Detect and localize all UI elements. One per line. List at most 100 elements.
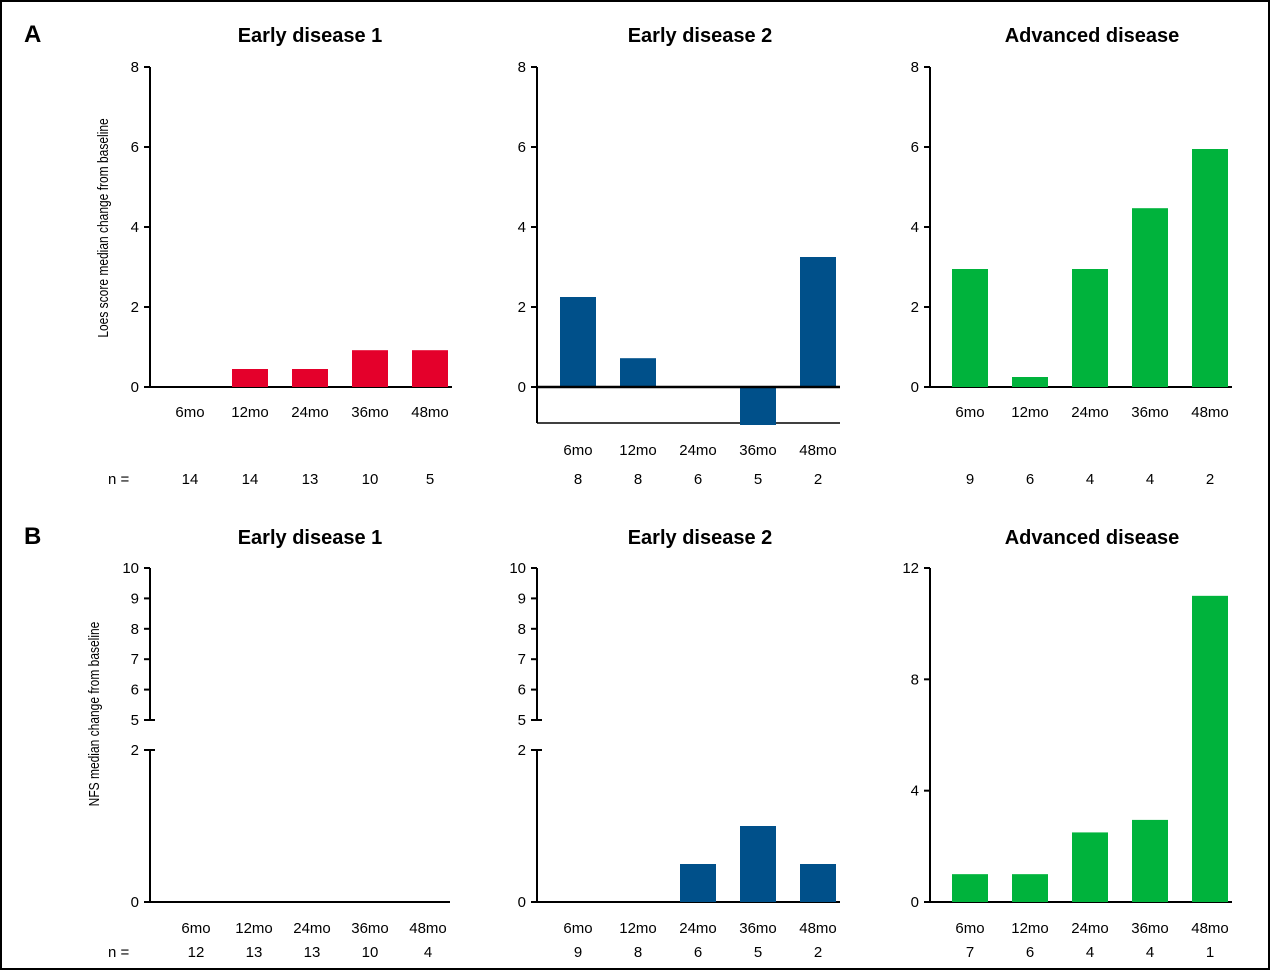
chart-1-bar-36mo bbox=[352, 350, 388, 387]
chart-3-x-tick-label: 6mo bbox=[955, 404, 984, 421]
chart-4-y-tick-label: 6 bbox=[131, 682, 139, 699]
chart-1-x-tick-label: 48mo bbox=[411, 404, 449, 421]
chart-2-n-value: 2 bbox=[814, 471, 822, 488]
n-prefix-b: n = bbox=[108, 944, 130, 961]
chart-2-n-value: 8 bbox=[634, 471, 642, 488]
chart-4-n-value: 4 bbox=[424, 944, 432, 961]
chart-6-bar-6mo bbox=[952, 874, 988, 902]
chart-2-y-tick-label: 2 bbox=[518, 299, 526, 316]
chart-2-y-tick-label: 8 bbox=[518, 59, 526, 76]
chart-2-y-tick-label: 0 bbox=[518, 379, 526, 396]
chart-5-n-value: 2 bbox=[814, 944, 822, 961]
chart-5-n-value: 8 bbox=[634, 944, 642, 961]
chart-6-n-value: 4 bbox=[1086, 944, 1094, 961]
chart-2-n-value: 6 bbox=[694, 471, 702, 488]
chart-5-bar-36mo bbox=[740, 826, 776, 902]
chart-6-n-value: 4 bbox=[1146, 944, 1154, 961]
chart-4-y-tick-label: 8 bbox=[131, 621, 139, 638]
chart-1-bar-48mo bbox=[412, 350, 448, 387]
chart-5-y-tick-label: 7 bbox=[518, 651, 526, 668]
chart-1-n-value: 5 bbox=[426, 471, 434, 488]
chart-5-y-tick-label: 0 bbox=[518, 894, 526, 911]
chart-3-n-value: 6 bbox=[1026, 471, 1034, 488]
chart-1-y-tick-label: 2 bbox=[131, 299, 139, 316]
chart-3-bar-24mo bbox=[1072, 269, 1108, 387]
chart-6-x-tick-label: 6mo bbox=[955, 920, 984, 937]
chart-2-y-tick-label: 4 bbox=[518, 219, 526, 236]
chart-1-x-tick-label: 12mo bbox=[231, 404, 269, 421]
chart-1-y-tick-label: 4 bbox=[131, 219, 139, 236]
chart-4-n-value: 12 bbox=[188, 944, 205, 961]
n-prefix-a: n = bbox=[108, 471, 130, 488]
chart-6-x-tick-label: 24mo bbox=[1071, 920, 1109, 937]
chart-5-y-tick-label: 8 bbox=[518, 621, 526, 638]
chart-3-y-tick-label: 0 bbox=[911, 379, 919, 396]
chart-4-y-tick-label: 0 bbox=[131, 894, 139, 911]
chart-4-x-tick-label: 36mo bbox=[351, 920, 389, 937]
chart-1-n-value: 14 bbox=[242, 471, 259, 488]
chart-1-x-tick-label: 6mo bbox=[175, 404, 204, 421]
chart-4-x-tick-label: 24mo bbox=[293, 920, 331, 937]
chart-1-y-tick-label: 0 bbox=[131, 379, 139, 396]
chart-1-bar-12mo bbox=[232, 369, 268, 387]
chart-4-title: Early disease 1 bbox=[238, 527, 383, 549]
chart-2-x-tick-label: 6mo bbox=[563, 442, 592, 459]
chart-4-n-value: 13 bbox=[246, 944, 263, 961]
chart-3-n-value: 9 bbox=[966, 471, 974, 488]
chart-5-n-value: 5 bbox=[754, 944, 762, 961]
chart-2-bar-48mo bbox=[800, 257, 836, 387]
chart-1-y-tick-label: 8 bbox=[131, 59, 139, 76]
chart-6-y-tick-label: 4 bbox=[911, 783, 919, 800]
chart-3-x-tick-label: 48mo bbox=[1191, 404, 1229, 421]
chart-1-bar-24mo bbox=[292, 369, 328, 387]
chart-3-n-value: 2 bbox=[1206, 471, 1214, 488]
chart-3-bar-48mo bbox=[1192, 149, 1228, 387]
chart-6-n-value: 6 bbox=[1026, 944, 1034, 961]
chart-2-bar-6mo bbox=[560, 297, 596, 387]
chart-6-y-tick-label: 8 bbox=[911, 671, 919, 688]
chart-6-x-tick-label: 36mo bbox=[1131, 920, 1169, 937]
chart-3-x-tick-label: 36mo bbox=[1131, 404, 1169, 421]
chart-3-title: Advanced disease bbox=[1005, 25, 1180, 47]
chart-3-y-tick-label: 6 bbox=[911, 139, 919, 156]
chart-4-y-tick-label: 2 bbox=[131, 742, 139, 759]
chart-6-title: Advanced disease bbox=[1005, 527, 1180, 549]
y-axis-label-a: Loes score median change from baseline bbox=[95, 118, 112, 337]
chart-5-x-tick-label: 48mo bbox=[799, 920, 837, 937]
chart-2-x-tick-label: 24mo bbox=[679, 442, 717, 459]
chart-5-y-tick-label: 6 bbox=[518, 682, 526, 699]
chart-2-n-value: 5 bbox=[754, 471, 762, 488]
chart-6-y-tick-label: 12 bbox=[902, 560, 919, 577]
chart-3-n-value: 4 bbox=[1146, 471, 1154, 488]
chart-6-bar-24mo bbox=[1072, 832, 1108, 902]
charts: Early disease 1024686mo1412mo1424mo1336m… bbox=[122, 25, 1232, 961]
y-axis-label-b: NFS median change from baseline bbox=[86, 622, 103, 807]
chart-4-x-tick-label: 48mo bbox=[409, 920, 447, 937]
chart-4-n-value: 10 bbox=[362, 944, 379, 961]
chart-4-x-tick-label: 12mo bbox=[235, 920, 273, 937]
chart-5-x-tick-label: 24mo bbox=[679, 920, 717, 937]
chart-3-x-tick-label: 12mo bbox=[1011, 404, 1049, 421]
chart-6-n-value: 1 bbox=[1206, 944, 1214, 961]
chart-4-y-tick-label: 10 bbox=[122, 560, 139, 577]
chart-4-x-tick-label: 6mo bbox=[181, 920, 210, 937]
chart-1-n-value: 10 bbox=[362, 471, 379, 488]
chart-3-bar-6mo bbox=[952, 269, 988, 387]
chart-5-x-tick-label: 6mo bbox=[563, 920, 592, 937]
chart-1-n-value: 13 bbox=[302, 471, 319, 488]
chart-4-y-tick-label: 7 bbox=[131, 651, 139, 668]
chart-5-x-tick-label: 12mo bbox=[619, 920, 657, 937]
chart-3-x-tick-label: 24mo bbox=[1071, 404, 1109, 421]
chart-5-y-tick-label: 2 bbox=[518, 742, 526, 759]
chart-6-y-tick-label: 0 bbox=[911, 894, 919, 911]
chart-1-title: Early disease 1 bbox=[238, 25, 383, 47]
chart-6-n-value: 7 bbox=[966, 944, 974, 961]
chart-2-title: Early disease 2 bbox=[628, 25, 773, 47]
chart-2-y-tick-label: 6 bbox=[518, 139, 526, 156]
chart-2-n-value: 8 bbox=[574, 471, 582, 488]
chart-2-x-tick-label: 12mo bbox=[619, 442, 657, 459]
chart-1-y-tick-label: 6 bbox=[131, 139, 139, 156]
chart-1-x-tick-label: 36mo bbox=[351, 404, 389, 421]
